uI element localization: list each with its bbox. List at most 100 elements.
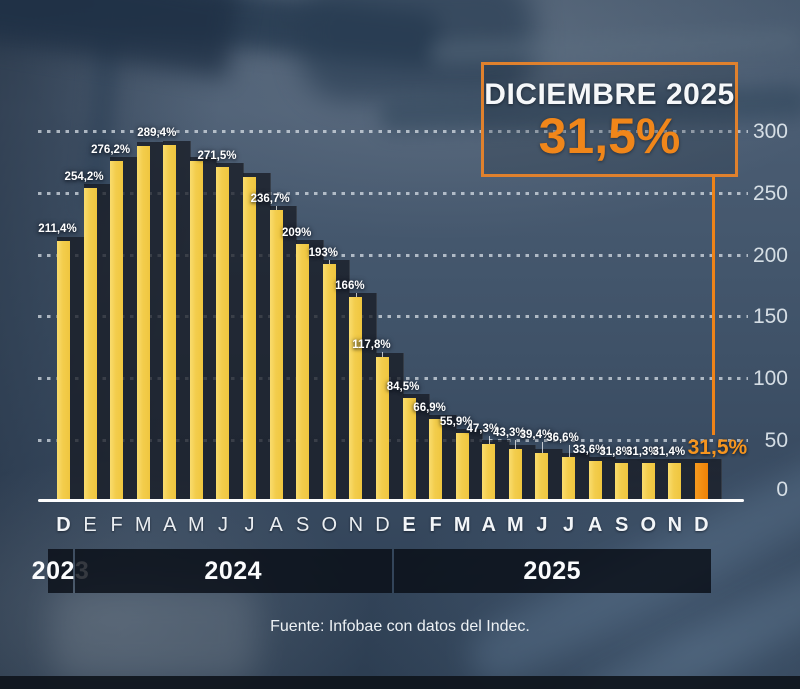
label-leader-line — [541, 442, 543, 454]
inflation-bar — [189, 160, 203, 502]
y-tick-label-100: 100 — [752, 367, 788, 390]
bar-value-label: 31,3% — [625, 446, 659, 459]
year-label: 2025 — [523, 556, 582, 585]
inflation-bar — [243, 176, 257, 502]
inflation-bar — [322, 263, 336, 502]
bar-value-label: 289,4% — [137, 126, 177, 139]
y-tick-label-200: 200 — [752, 243, 788, 267]
inflation-bar — [535, 453, 549, 502]
inflation-bar — [136, 146, 150, 502]
month-tick-label: O — [640, 514, 657, 536]
month-tick-label: J — [244, 514, 255, 536]
month-tick-label: S — [296, 514, 310, 536]
inflation-bar — [508, 448, 522, 502]
x-axis-baseline — [38, 499, 744, 502]
month-tick-label: M — [453, 514, 471, 536]
bar-value-label: 66,9% — [413, 402, 446, 415]
inflation-bar — [349, 297, 363, 502]
month-tick-label: E — [402, 514, 416, 536]
month-tick-label: M — [134, 514, 152, 536]
bar-value-label: 117,8% — [352, 338, 391, 351]
background-bottom-strip — [0, 676, 800, 689]
bar-value-label: 36,6% — [546, 431, 579, 444]
bar-value-label: 39,4% — [519, 429, 553, 442]
label-leader-line — [329, 259, 331, 264]
label-leader-line — [488, 435, 490, 444]
y-tick-label-50: 50 — [764, 428, 788, 452]
bar-value-label: 209% — [281, 226, 312, 239]
month-tick-label: A — [269, 514, 283, 536]
bar-value-label: 211,4% — [38, 222, 77, 235]
inflation-bar — [429, 419, 443, 502]
inflation-bar — [375, 356, 389, 502]
inflation-bar — [110, 160, 124, 502]
inflation-bar — [562, 456, 575, 502]
callout-month-title: DICIEMBRE 2025 — [484, 77, 735, 111]
month-tick-label: F — [429, 514, 442, 536]
month-tick-label: J — [562, 514, 575, 536]
y-tick-label-250: 250 — [752, 181, 788, 205]
month-tick-label: D — [56, 514, 71, 536]
background-dark-corner — [0, 0, 241, 79]
month-tick-label: A — [587, 514, 603, 536]
inflation-bar — [588, 460, 602, 502]
y-tick-label-300: 300 — [752, 120, 788, 143]
background-cart-rail-light — [429, 29, 800, 63]
bar-value-label: 271,5% — [197, 149, 237, 162]
label-leader-line — [276, 205, 278, 210]
month-tick-label: N — [348, 514, 364, 536]
bar-value-label: 47,3% — [466, 422, 500, 435]
headline-callout: DICIEMBRE 2025 31,5% — [481, 62, 738, 177]
month-tick-label: D — [375, 514, 390, 536]
month-tick-label: J — [217, 514, 228, 536]
inflation-bar — [668, 463, 682, 502]
month-tick-label: A — [163, 514, 177, 536]
inflation-bar — [56, 240, 70, 502]
month-tick-label: M — [507, 514, 524, 536]
month-tick-label: N — [667, 514, 683, 536]
bar-value-label: 166% — [335, 280, 365, 292]
month-tick-label: O — [321, 514, 338, 536]
year-band-2023: 2023 — [32, 549, 89, 593]
bar-value-label: 193% — [308, 246, 338, 259]
inflation-bar — [455, 432, 469, 502]
month-tick-label: E — [83, 514, 97, 536]
inflation-bar — [482, 443, 496, 502]
bar-value-label: 84,5% — [386, 380, 420, 393]
month-tick-label: F — [110, 514, 123, 536]
bar-value-label: 31,4% — [652, 446, 686, 459]
inflation-bar — [216, 166, 230, 502]
month-tick-label: D — [694, 514, 709, 536]
inflation-bar-highlight — [694, 463, 708, 502]
bar-value-label: 43,3% — [493, 426, 526, 439]
bar-value-label: 33,6% — [572, 443, 606, 456]
month-tick-label: M — [188, 514, 205, 536]
bar-value-label: 31,8% — [599, 445, 632, 458]
label-leader-line — [568, 444, 570, 457]
source-caption: Fuente: Infobae con datos del Indec. — [270, 618, 530, 635]
month-tick-label: J — [536, 514, 548, 536]
inflation-bar — [269, 209, 283, 502]
label-leader-line — [355, 293, 357, 297]
inflation-bar — [402, 397, 416, 502]
month-tick-label: S — [614, 514, 629, 536]
bar-value-label: 254,2% — [64, 171, 104, 184]
gridline-250 — [38, 191, 748, 195]
y-tick-label-150: 150 — [752, 305, 788, 329]
year-band-2025: 2025 — [393, 549, 711, 593]
inflation-bar — [615, 462, 629, 502]
callout-connector-line — [712, 177, 715, 435]
bar-value-label: 276,2% — [91, 143, 131, 156]
gridline-200 — [38, 253, 748, 257]
inflation-bar — [641, 463, 655, 502]
bar-value-label: 31,5% — [687, 436, 748, 460]
year-label: 2024 — [204, 556, 263, 585]
month-tick-label: A — [481, 514, 496, 536]
bar-value-label: 55,9% — [439, 415, 473, 428]
y-tick-label-0: 0 — [776, 477, 788, 501]
label-leader-line — [382, 351, 384, 357]
inflation-bar — [83, 188, 97, 502]
inflation-bar — [163, 144, 177, 502]
background-cart-handle-shape — [0, 0, 442, 69]
